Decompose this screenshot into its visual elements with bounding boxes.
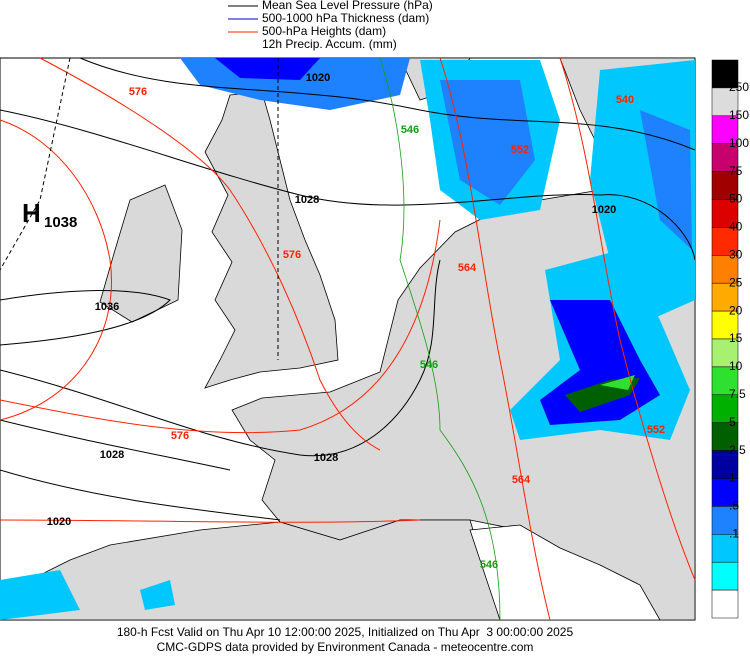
colorbar-label: 250 [729,80,749,94]
colorbar-label: 30 [729,247,743,261]
contour-label: 1028 [314,452,338,464]
colorbar-label: 25 [729,275,743,289]
colorbar-label: 75 [729,164,743,178]
colorbar-swatch [711,115,739,144]
land [0,519,501,621]
height-contour [559,57,696,581]
footer-text: 180-h Fcst Valid on Thu Apr 10 12:00:00 … [117,625,574,639]
colorbar-swatch [711,310,739,340]
contour-label: 552 [511,144,529,156]
colorbar-label: 1 [729,471,736,485]
colorbar-swatch [711,534,739,563]
colorbar-swatch [711,450,739,479]
contour-label: 1028 [100,449,124,461]
contour-label: 1020 [306,72,330,84]
high-letter: H [22,198,41,228]
colorbar-swatch [711,255,739,284]
precip-area [0,570,175,620]
colorbar-swatch [711,171,739,200]
contour-label: 564 [458,262,477,274]
contour-label: 1020 [47,516,71,528]
colorbar-swatch [711,87,739,117]
precip-area [600,375,635,390]
footer-text: CMC-GDPS data provided by Environment Ca… [157,640,534,654]
contour-label: 564 [512,474,531,486]
land [204,91,339,389]
isobar [79,57,696,151]
isobar [0,469,281,521]
contour-label: 1020 [592,204,616,216]
colorbar-label: 5 [729,415,736,429]
front-line [0,57,71,271]
precip-area [440,80,535,205]
height-contour [39,57,381,451]
colorbar-label: 50 [729,192,743,206]
colorbar-swatch [711,478,739,507]
contour-label: 540 [616,94,634,106]
isobar [0,109,696,261]
legend: Mean Sea Level Pressure (hPa)500-1000 hP… [228,0,433,51]
colorbar-label: 7.5 [729,387,746,401]
contour-label: 1028 [295,194,319,206]
height-contour [439,57,551,621]
colorbar-swatch [711,338,739,368]
contour-label: 546 [480,559,498,571]
colorbar-label: 20 [729,303,743,317]
contour-label: 552 [647,424,665,436]
colorbar-label: .1 [729,526,739,540]
colorbar-label: 100 [729,136,749,150]
colorbar-swatch [711,199,739,228]
colorbar-label: 10 [729,359,743,373]
colorbar-swatch [711,422,739,451]
map: H 1038 1020 1028 1036 1028 1028 1020 1020 576 57… [0,57,696,621]
colorbar-swatch [711,227,739,256]
colorbar-label: 15 [729,331,743,345]
legend-label: Mean Sea Level Pressure (hPa) [262,0,433,12]
contour-label: 1036 [95,301,119,313]
colorbar: 250 150 100 75 50 40 30 25 20 15 10 7.5 5 2.5 1 .5 .1 [711,59,749,619]
height-contour [0,219,441,434]
legend-label: 500-1000 hPa Thickness (dam) [262,11,429,25]
height-contour [0,119,112,421]
colorbar-swatch [711,589,739,619]
colorbar-swatch [711,143,739,172]
contour-label: 576 [129,86,147,98]
height-contour [0,519,421,523]
isobar [0,419,231,471]
precip-area [215,58,320,80]
legend-label: 500-hPa Heights (dam) [262,24,386,38]
colorbar-swatch [711,59,739,89]
legend-label: 12h Precip. Accum. (mm) [262,37,397,51]
thickness-contour [379,57,501,621]
footer: 180-h Fcst Valid on Thu Apr 10 12:00:00 … [117,625,574,654]
contour-label: 576 [171,430,189,442]
isobar [0,290,171,346]
sea [469,524,661,621]
colorbar-label: .5 [729,499,739,513]
colorbar-swatch [711,561,739,591]
contour-label: 546 [401,124,419,136]
colorbar-label: 40 [729,220,743,234]
high-value: 1038 [44,214,77,231]
colorbar-label: 150 [729,108,749,122]
precip-area [640,110,692,250]
contour-label: 546 [420,359,438,371]
contour-labels: 1020 1028 1036 1028 1028 1020 1020 576 576 564 576… [47,72,665,571]
contour-label: 576 [283,249,301,261]
colorbar-swatch [711,366,739,396]
colorbar-label: 2.5 [729,443,746,457]
isobar [0,259,441,457]
colorbar-swatch [711,506,739,535]
